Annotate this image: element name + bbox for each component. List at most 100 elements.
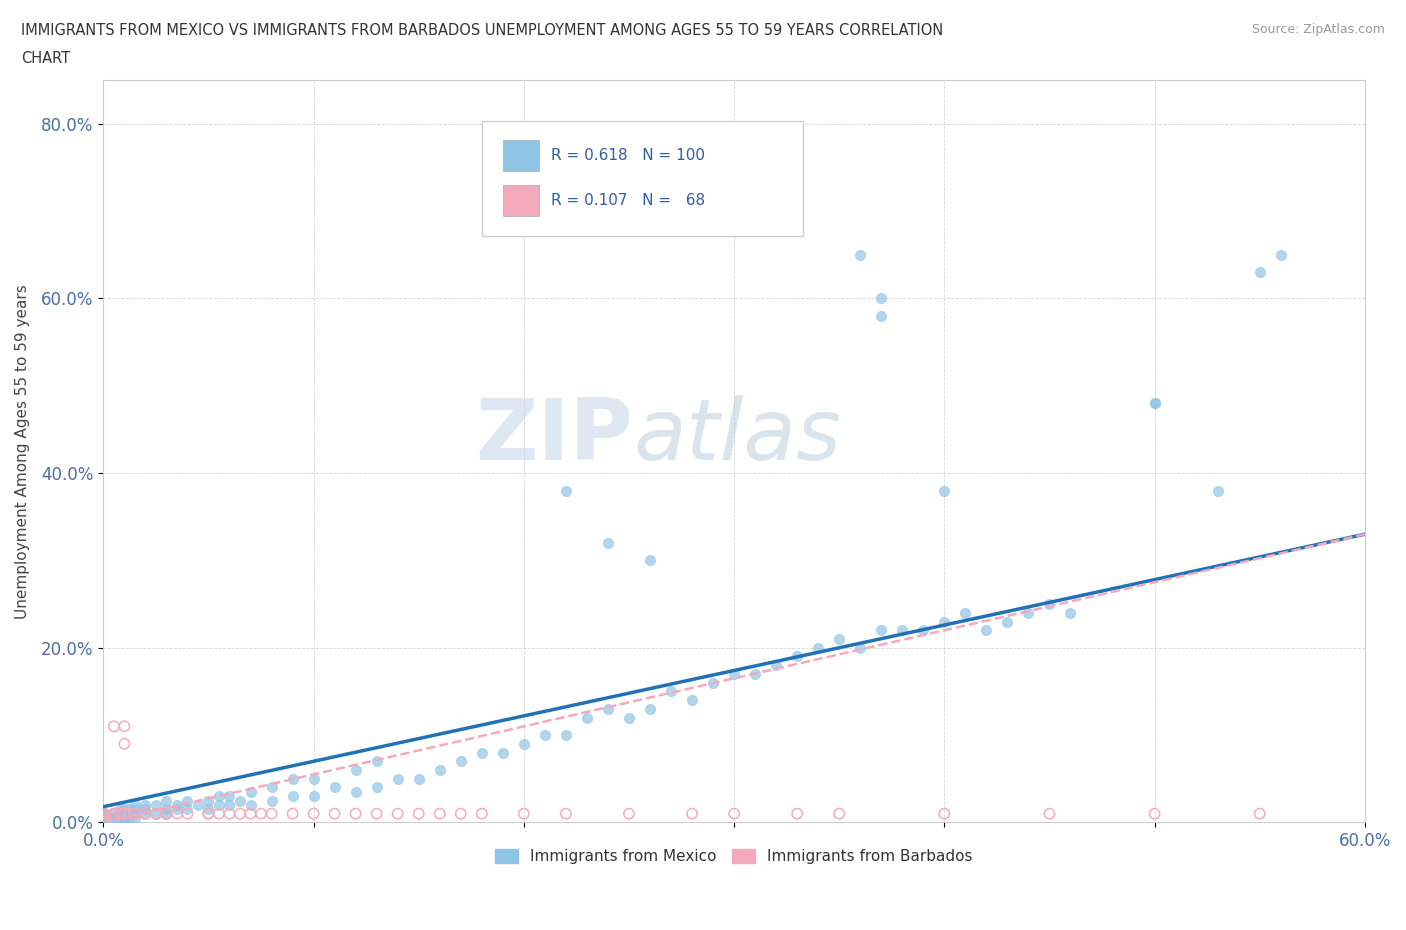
Point [124,806,146,821]
Point [197,806,219,821]
Point [260,780,283,795]
Point [208,806,231,821]
Point [112,719,135,734]
Point [387,771,409,786]
Point [471,745,494,760]
Text: CHART: CHART [21,51,70,66]
Point [103,806,125,821]
Point [108,806,131,821]
FancyBboxPatch shape [482,121,803,236]
Point [1143,396,1166,411]
Point [112,811,135,826]
Point [659,684,682,698]
Point [91,815,114,830]
FancyBboxPatch shape [503,185,538,216]
Point [638,701,661,716]
Point [112,806,135,821]
Legend: Immigrants from Mexico, Immigrants from Barbados: Immigrants from Mexico, Immigrants from … [489,844,979,870]
Point [155,802,177,817]
Point [828,631,851,646]
Point [108,806,131,821]
Point [681,806,703,821]
Point [134,802,156,817]
Point [995,614,1018,629]
Point [91,811,114,826]
Text: R = 0.618   N = 100: R = 0.618 N = 100 [551,148,706,164]
Point [91,815,114,830]
Point [450,806,472,821]
Point [1270,247,1292,262]
Point [145,798,167,813]
Point [1143,396,1166,411]
Point [124,806,146,821]
Point [870,623,893,638]
Point [1249,806,1271,821]
Point [638,553,661,568]
Point [134,798,156,813]
Point [176,802,198,817]
Point [229,793,252,808]
Point [103,719,125,734]
Point [117,806,139,821]
Point [1038,597,1060,612]
Point [155,806,177,821]
Point [596,701,619,716]
Text: R = 0.107   N =   68: R = 0.107 N = 68 [551,193,706,208]
Point [91,815,114,830]
Point [112,811,135,826]
Point [197,793,219,808]
Point [134,806,156,821]
FancyBboxPatch shape [503,140,538,171]
Point [197,806,219,821]
Point [91,811,114,826]
Point [166,798,188,813]
Point [281,789,304,804]
Point [218,798,240,813]
Point [250,806,273,821]
Point [849,247,872,262]
Point [344,763,367,777]
Point [366,754,388,769]
Point [108,811,131,826]
Point [108,806,131,821]
Point [145,806,167,821]
Point [103,806,125,821]
Point [112,806,135,821]
Point [239,798,262,813]
Point [681,693,703,708]
Point [323,806,346,821]
Point [912,623,935,638]
Point [208,798,231,813]
Point [197,802,219,817]
Point [934,614,956,629]
Text: IMMIGRANTS FROM MEXICO VS IMMIGRANTS FROM BARBADOS UNEMPLOYMENT AMONG AGES 55 TO: IMMIGRANTS FROM MEXICO VS IMMIGRANTS FRO… [21,23,943,38]
Point [91,811,114,826]
Point [145,806,167,821]
Point [744,667,766,682]
Point [492,745,515,760]
Point [117,802,139,817]
Point [124,798,146,813]
Point [134,806,156,821]
Point [176,806,198,821]
Point [554,806,576,821]
Point [91,811,114,826]
Point [366,806,388,821]
Point [155,806,177,821]
Point [229,806,252,821]
Point [91,811,114,826]
Text: Source: ZipAtlas.com: Source: ZipAtlas.com [1251,23,1385,36]
Point [91,815,114,830]
Point [281,771,304,786]
Point [117,806,139,821]
Point [302,771,325,786]
Point [103,811,125,826]
Point [934,483,956,498]
Point [723,806,745,821]
Point [103,806,125,821]
Point [112,806,135,821]
Point [117,811,139,826]
Point [513,806,536,821]
Point [429,763,451,777]
Point [108,802,131,817]
